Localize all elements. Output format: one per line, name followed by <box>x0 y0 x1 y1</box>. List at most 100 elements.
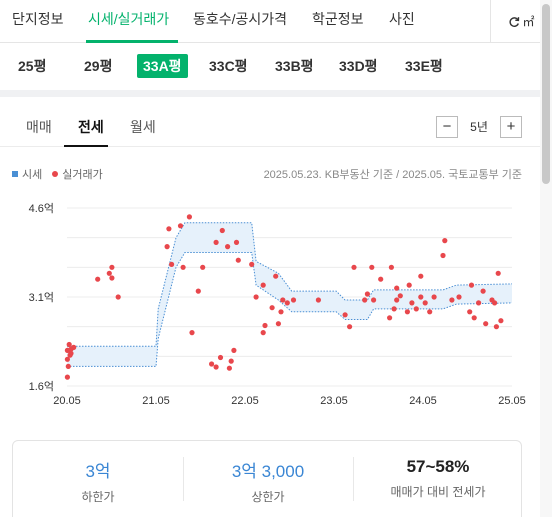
size-tab-33a[interactable]: 33A평 <box>137 54 188 78</box>
y-axis-tick-label: 3.1억 <box>29 291 54 304</box>
deal-point <box>278 309 284 315</box>
deal-point <box>225 244 231 250</box>
tab-monthly-rent[interactable]: 월세 <box>130 119 156 135</box>
deal-point <box>233 239 240 245</box>
page-scrollbar[interactable] <box>540 0 552 517</box>
period-decrease-button[interactable]: − <box>436 116 458 138</box>
tab-complex-info[interactable]: 단지정보 <box>12 11 64 27</box>
deal-point <box>315 297 321 303</box>
deal-point <box>406 282 412 288</box>
deal-point <box>290 297 297 303</box>
deal-point <box>180 264 186 270</box>
refresh-icon <box>509 16 520 27</box>
tab-jeonse[interactable]: 전세 <box>78 119 104 135</box>
upper-price-value: 3억 3,000 <box>231 462 305 481</box>
deal-point <box>418 273 424 279</box>
price-summary-card: 3억 하한가 3억 3,000 상한가 57~58% 매매가 대비 전세가 <box>12 440 522 517</box>
deal-point <box>493 324 499 330</box>
unit-toggle-button[interactable]: ㎡ <box>490 0 552 43</box>
deal-point <box>209 361 215 367</box>
jeonse-ratio-label: 매매가 대비 전세가 <box>390 485 486 499</box>
deal-point <box>492 300 498 306</box>
deal-point <box>342 312 348 318</box>
deal-point <box>480 288 486 294</box>
deal-point <box>217 354 224 361</box>
deal-point <box>177 223 184 229</box>
deal-point <box>409 300 415 306</box>
deal-point <box>364 291 370 297</box>
deal-point <box>476 300 482 306</box>
deal-type-underline <box>64 145 108 147</box>
deal-point <box>115 294 121 300</box>
legend-market-label: 시세 <box>22 169 43 181</box>
deal-point <box>235 257 241 263</box>
tab-photos[interactable]: 사진 <box>389 11 415 27</box>
period-increase-button[interactable]: + <box>500 116 522 138</box>
deal-point <box>427 309 433 315</box>
size-tab-33e[interactable]: 33E평 <box>405 58 443 74</box>
deal-point <box>166 226 172 232</box>
x-axis-tick-label: 21.05 <box>142 395 170 407</box>
deal-point <box>64 356 70 362</box>
x-axis-tick-label: 24.05 <box>409 395 437 407</box>
size-tab-33b[interactable]: 33B평 <box>275 58 314 74</box>
period-value: 5년 <box>470 120 488 134</box>
summary-lower-price: 3억 하한가 <box>13 457 183 505</box>
deal-point <box>253 294 259 300</box>
data-source-note: 2025.05.23. KB부동산 기준 / 2025.05. 국토교통부 기준 <box>263 169 522 181</box>
deal-point <box>228 358 234 364</box>
deal-point <box>231 347 237 353</box>
deal-point <box>109 264 115 270</box>
deal-point <box>213 239 219 245</box>
deal-point <box>67 352 73 358</box>
market-lower-line <box>67 252 513 367</box>
deal-point <box>388 264 394 270</box>
period-selector: − 5년 + <box>436 116 522 138</box>
deal-point <box>394 297 400 303</box>
deal-point <box>378 276 384 282</box>
deal-point <box>195 288 201 294</box>
chart-legend: 시세 실거래가 <box>12 166 103 182</box>
deal-point <box>369 264 375 270</box>
deal-point <box>431 294 437 300</box>
legend-deal-swatch <box>52 171 59 177</box>
summary-upper-price: 3억 3,000 상한가 <box>183 457 353 505</box>
deal-type-tab-bar: 매매 전세 월세 − 5년 + <box>0 97 552 147</box>
deal-point <box>95 276 101 282</box>
x-axis-tick-label: 22.05 <box>231 395 259 407</box>
size-tab-33c[interactable]: 33C평 <box>209 58 248 74</box>
deal-point <box>418 294 424 300</box>
legend-market-swatch <box>12 171 18 177</box>
deal-point <box>394 285 400 291</box>
deal-point <box>449 297 455 303</box>
deal-point <box>371 297 377 303</box>
scrollbar-thumb[interactable] <box>542 4 550 184</box>
active-tab-underline <box>86 40 178 43</box>
deal-point <box>262 322 268 329</box>
deal-point <box>391 306 397 312</box>
deal-point <box>397 293 403 299</box>
tab-price-transactions[interactable]: 시세/실거래가 <box>88 11 170 27</box>
x-axis-tick-label: 25.05 <box>498 395 526 407</box>
size-tab-29[interactable]: 29평 <box>84 58 113 74</box>
size-tab-25[interactable]: 25평 <box>18 58 47 74</box>
tab-unit-official-price[interactable]: 동호수/공시가격 <box>193 11 288 27</box>
x-axis-tick-label: 23.05 <box>320 395 348 407</box>
main-tab-bar: 단지정보 시세/실거래가 동호수/공시가격 학군정보 사진 ㎡ <box>0 0 552 43</box>
deal-point <box>498 318 504 324</box>
size-tab-33d[interactable]: 33D평 <box>339 58 378 74</box>
deal-point <box>280 297 286 303</box>
deal-point <box>260 330 266 336</box>
deal-point <box>483 321 489 327</box>
deal-point <box>440 252 446 259</box>
y-axis-tick-label: 1.6억 <box>29 380 54 393</box>
tab-sale[interactable]: 매매 <box>26 119 52 135</box>
summary-divider <box>183 457 184 501</box>
jeonse-ratio-value: 57~58% <box>406 457 470 476</box>
tab-school-info[interactable]: 학군정보 <box>312 11 364 27</box>
deal-point <box>347 324 353 330</box>
deal-point <box>471 315 477 321</box>
deal-point <box>495 270 501 276</box>
deal-point <box>413 306 419 312</box>
deal-point <box>404 309 410 315</box>
